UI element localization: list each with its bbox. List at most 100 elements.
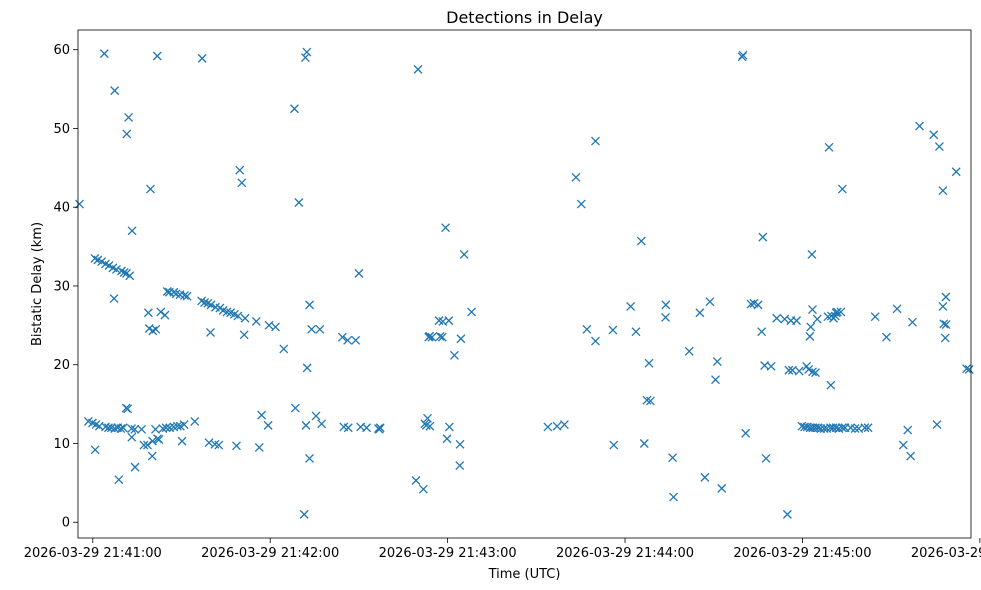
data-point [626,301,636,311]
data-point [444,422,454,432]
data-point [114,475,124,485]
data-point [907,317,917,327]
data-point [137,424,147,434]
y-axis-ticks: 0 10 20 30 40 50 60 [53,43,78,531]
y-tick-label: 20 [53,358,70,373]
data-point [807,250,817,259]
data-point [746,299,756,309]
data-point [122,129,132,139]
data-point [375,423,385,433]
data-point [669,492,678,502]
data-point [784,365,794,375]
data-point [631,327,641,337]
data-point [870,312,880,322]
data-point [860,423,870,433]
data-point [411,476,421,485]
data-point [75,199,84,209]
data-point [837,423,847,433]
data-point [608,325,618,335]
data-point [437,332,447,342]
y-tick-label: 40 [53,201,70,216]
data-point [459,250,469,259]
data-point [206,327,215,337]
data-point [179,290,189,300]
data-point [964,364,974,374]
data-point [898,440,908,450]
data-point [668,453,678,463]
x-axis-label: Time (UTC) [488,567,561,582]
data-point [444,316,454,326]
data-point [941,320,951,330]
data-point [127,424,136,433]
data-point [125,271,135,281]
x-tick-label: 2026-03-29 21:44:00 [556,546,694,561]
data-point [254,442,264,452]
data-point [836,307,846,317]
x-tick-label: 2026-03-29 21:42:00 [201,546,339,561]
data-point [154,435,164,445]
data-point [761,453,771,463]
data-point [311,411,321,421]
y-tick-label: 50 [53,122,70,137]
data-point [808,305,817,315]
y-tick-label: 60 [53,43,70,58]
data-point [305,453,314,463]
data-point [766,361,776,371]
data-point [806,322,816,332]
data-point [711,375,720,385]
data-point [123,404,133,414]
data-point [240,313,250,323]
data-point [826,380,836,390]
data-point [239,330,249,340]
data-point [427,332,437,342]
data-point [646,396,655,406]
data-point [939,319,949,329]
data-point [812,314,822,324]
data-point [881,332,891,342]
data-point [915,121,925,131]
data-point [172,421,182,431]
data-point [738,50,748,60]
data-point [206,300,216,310]
data-point [200,298,210,307]
data-point [449,350,459,360]
data-point [823,312,833,322]
data-point [441,223,451,233]
data-point [661,313,671,322]
data-point [118,423,128,433]
data-point [792,316,801,326]
plot-area-frame [77,29,972,539]
data-point [257,410,267,420]
data-point [591,336,600,346]
data-point [127,226,137,236]
y-axis-label: Bistatic Delay (km) [30,222,45,346]
data-point [425,421,435,431]
y-tick-label: 30 [53,279,70,294]
data-point [413,64,423,74]
data-point [639,439,649,448]
data-point [111,264,121,274]
data-point [271,322,280,332]
data-point [305,300,314,310]
data-point [179,420,189,430]
data-point [455,439,465,449]
data-point [435,331,445,341]
chart-title: Detections in Delay [446,8,603,27]
data-point [116,424,126,433]
data-point [906,451,916,461]
data-point [130,424,140,434]
data-point [307,324,317,334]
data-point [204,438,214,448]
data-point [932,420,942,430]
data-point [824,142,834,152]
data-point [903,425,913,435]
data-point [290,403,300,413]
data-point [863,423,873,433]
data-point [263,420,273,430]
data-point [805,331,815,341]
data-point [301,420,311,430]
x-axis-ticks: 2026-03-29 21:41:00 2026-03-29 21:42:00 20… [24,538,981,561]
data-point [934,142,944,152]
data-point [343,423,353,433]
